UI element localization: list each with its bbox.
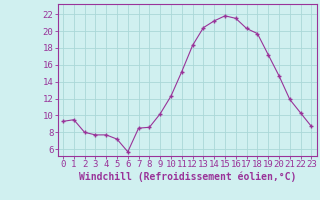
- X-axis label: Windchill (Refroidissement éolien,°C): Windchill (Refroidissement éolien,°C): [78, 172, 296, 182]
